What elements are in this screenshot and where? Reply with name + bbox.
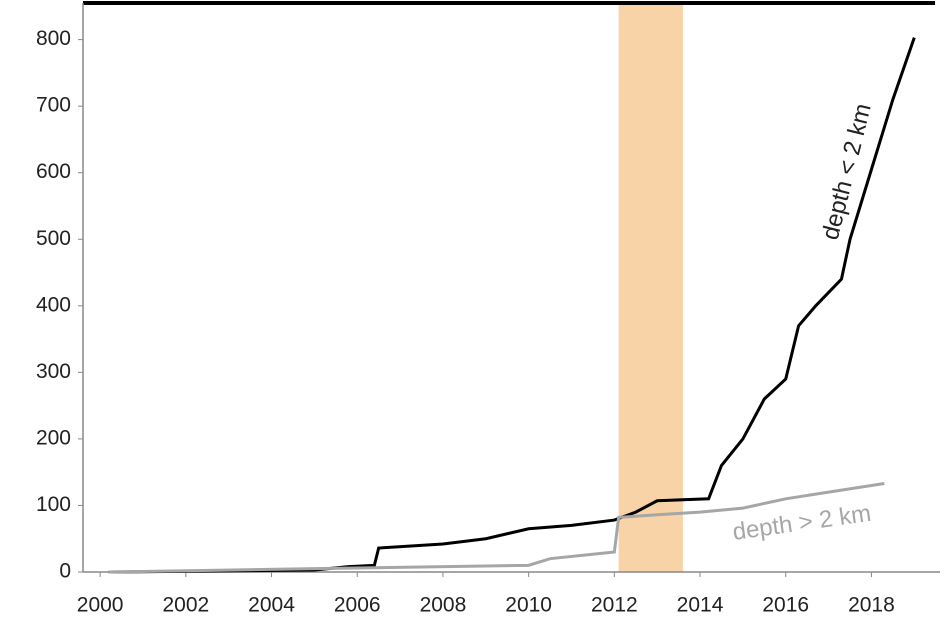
x-tick-label: 2006 xyxy=(334,594,381,617)
y-tick-label: 100 xyxy=(36,493,71,516)
x-tick-label: 2014 xyxy=(677,594,724,617)
y-tick-label: 400 xyxy=(36,293,71,316)
highlight-band xyxy=(618,5,683,572)
x-tick-label: 2018 xyxy=(848,594,895,617)
x-tick-label: 2004 xyxy=(248,594,295,617)
series-label: depth < 2 km xyxy=(817,101,877,243)
y-tick-label: 700 xyxy=(36,94,71,117)
series-line xyxy=(108,37,916,574)
x-tick-label: 2002 xyxy=(162,594,209,617)
x-tick-label: 2012 xyxy=(591,594,638,617)
series-line xyxy=(108,482,885,574)
x-tick-label: 2008 xyxy=(420,594,467,617)
y-tick-label: 300 xyxy=(36,360,71,383)
x-tick-label: 2010 xyxy=(505,594,552,617)
y-tick-label: 600 xyxy=(36,160,71,183)
y-tick-label: 200 xyxy=(36,426,71,449)
x-tick-label: 2000 xyxy=(77,594,124,617)
y-tick-label: 500 xyxy=(36,227,71,250)
x-tick-label: 2016 xyxy=(762,594,809,617)
y-tick-label: 800 xyxy=(36,27,71,50)
y-tick-label: 0 xyxy=(59,560,71,583)
